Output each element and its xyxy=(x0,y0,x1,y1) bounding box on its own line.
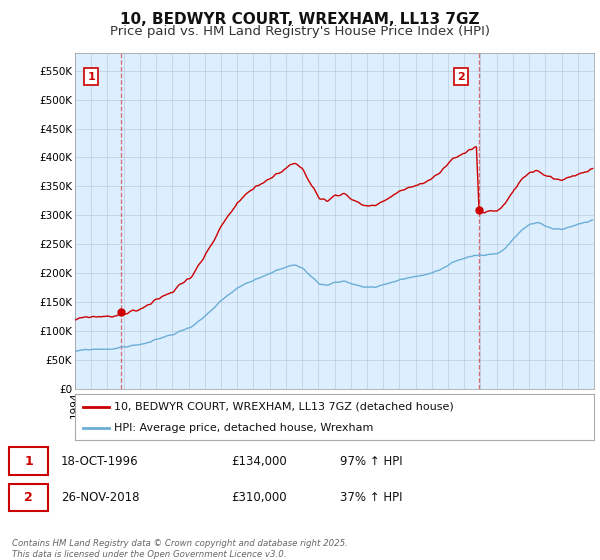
Text: Contains HM Land Registry data © Crown copyright and database right 2025.
This d: Contains HM Land Registry data © Crown c… xyxy=(12,539,348,559)
FancyBboxPatch shape xyxy=(9,484,48,511)
Text: 2: 2 xyxy=(457,72,465,82)
Text: 18-OCT-1996: 18-OCT-1996 xyxy=(61,455,139,468)
Text: 10, BEDWYR COURT, WREXHAM, LL13 7GZ (detached house): 10, BEDWYR COURT, WREXHAM, LL13 7GZ (det… xyxy=(114,402,454,412)
Text: HPI: Average price, detached house, Wrexham: HPI: Average price, detached house, Wrex… xyxy=(114,423,373,433)
Text: 1: 1 xyxy=(88,72,95,82)
Text: 2: 2 xyxy=(25,491,33,504)
Text: £134,000: £134,000 xyxy=(231,455,287,468)
Text: Price paid vs. HM Land Registry's House Price Index (HPI): Price paid vs. HM Land Registry's House … xyxy=(110,25,490,38)
Text: 1: 1 xyxy=(25,455,33,468)
Text: 37% ↑ HPI: 37% ↑ HPI xyxy=(340,491,403,504)
Text: £310,000: £310,000 xyxy=(231,491,287,504)
Text: 10, BEDWYR COURT, WREXHAM, LL13 7GZ: 10, BEDWYR COURT, WREXHAM, LL13 7GZ xyxy=(120,12,480,27)
Text: 97% ↑ HPI: 97% ↑ HPI xyxy=(340,455,403,468)
FancyBboxPatch shape xyxy=(9,447,48,475)
Text: 26-NOV-2018: 26-NOV-2018 xyxy=(61,491,139,504)
